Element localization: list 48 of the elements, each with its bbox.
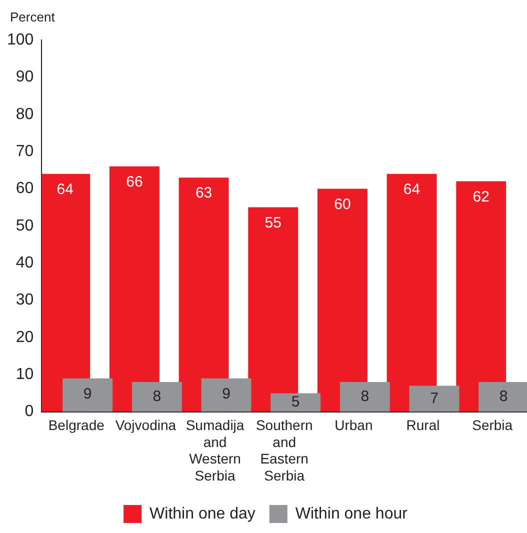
bar <box>248 207 298 412</box>
x-tick-label: Urban <box>334 417 373 434</box>
data-label: 8 <box>360 388 370 406</box>
bar <box>317 188 368 412</box>
data-label: 63 <box>195 184 212 202</box>
y-tick-label: 10 <box>16 366 34 384</box>
bar <box>178 178 229 412</box>
bar <box>201 378 252 412</box>
x-tick-label: Belgrade <box>48 417 105 434</box>
bar <box>409 386 460 412</box>
bar <box>386 174 437 412</box>
data-label: 7 <box>430 390 438 407</box>
data-label: 64 <box>56 180 74 198</box>
y-tick-label: 20 <box>16 328 34 346</box>
bar <box>42 174 90 412</box>
bar <box>456 181 506 412</box>
data-label: 66 <box>126 174 143 191</box>
y-tick-label: 40 <box>16 254 34 272</box>
bar <box>270 393 321 412</box>
y-tick-label: 80 <box>16 106 34 123</box>
y-tick-label: 30 <box>16 292 34 309</box>
legend-label: Within one day <box>150 505 256 522</box>
bar <box>62 378 113 412</box>
y-axis-title: Percent <box>10 10 56 25</box>
x-tick-label: Vojvodina <box>115 417 176 434</box>
legend-label: Within one hour <box>295 505 408 522</box>
data-label: 8 <box>152 388 162 406</box>
bar <box>340 382 390 412</box>
data-label: 64 <box>403 180 420 198</box>
y-tick-label: 60 <box>16 180 34 198</box>
data-label: 55 <box>264 214 282 232</box>
data-label: 9 <box>222 385 230 402</box>
data-label: 60 <box>334 196 351 213</box>
y-tick-label: 0 <box>24 403 34 420</box>
x-tick-label: Southern and Eastern Serbia <box>256 417 313 484</box>
y-tick-label: 70 <box>16 142 34 160</box>
y-tick-label: 50 <box>16 217 34 234</box>
x-tick-label: Sumadija and Western Serbia <box>186 417 244 484</box>
bar <box>132 382 182 412</box>
x-tick-label: Rural <box>406 417 440 434</box>
data-label: 9 <box>83 385 92 402</box>
y-tick-label: 100 <box>6 31 34 48</box>
bar <box>110 166 160 412</box>
data-label: 5 <box>291 394 300 411</box>
x-tick-label: Serbia <box>472 417 513 434</box>
y-tick-label: 90 <box>16 68 34 86</box>
data-label: 62 <box>472 188 490 206</box>
data-label: 8 <box>499 388 508 406</box>
